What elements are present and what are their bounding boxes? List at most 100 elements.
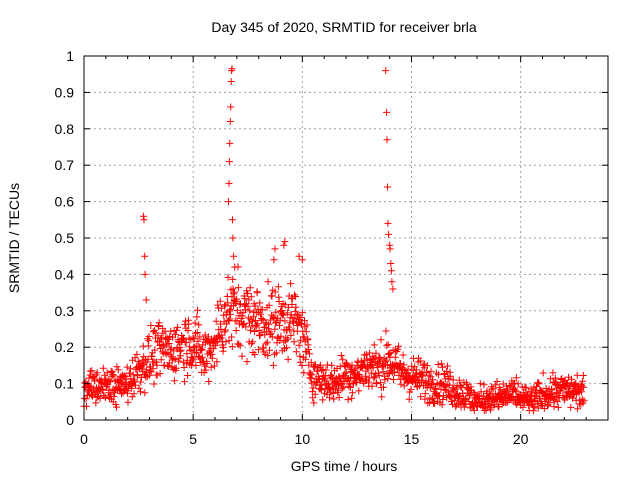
data-point [141, 270, 149, 278]
data-point [370, 341, 378, 349]
data-point [139, 361, 147, 369]
data-point [158, 348, 166, 356]
data-point [395, 342, 402, 350]
data-point [137, 378, 145, 386]
data-point [550, 403, 558, 411]
data-point [557, 384, 565, 392]
data-point [310, 399, 318, 407]
data-point [272, 319, 280, 327]
data-point [229, 216, 236, 224]
data-point [234, 284, 242, 292]
data-point [141, 389, 149, 397]
data-point [107, 367, 115, 375]
data-point [429, 376, 436, 384]
data-point [295, 341, 303, 349]
data-point [263, 338, 271, 346]
data-point [230, 252, 238, 260]
data-point [154, 338, 162, 346]
data-point [348, 394, 356, 402]
data-point [219, 344, 227, 352]
data-point [554, 403, 562, 411]
data-point [183, 350, 191, 358]
data-point [439, 396, 447, 403]
data-point [298, 320, 306, 327]
y-tick-label: 0.6 [55, 194, 75, 210]
data-point [334, 387, 342, 395]
data-point [549, 369, 557, 377]
data-point [298, 256, 306, 264]
data-point [233, 295, 241, 303]
data-point [271, 325, 279, 333]
data-point [271, 350, 278, 358]
data-point [280, 241, 288, 249]
data-point [389, 285, 397, 293]
data-point [147, 368, 155, 376]
data-point [189, 357, 197, 365]
data-point [114, 366, 122, 374]
data-point [96, 394, 104, 402]
data-point [207, 363, 215, 371]
data-point [292, 303, 300, 311]
data-point [106, 378, 114, 386]
data-point [476, 380, 484, 388]
data-point [492, 381, 500, 389]
data-point [404, 365, 412, 373]
data-point [535, 380, 543, 388]
data-point [341, 370, 349, 378]
data-point [561, 376, 569, 384]
data-point [348, 389, 356, 397]
data-point [311, 362, 319, 370]
data-point [346, 384, 354, 391]
data-point [286, 325, 293, 333]
data-point [203, 360, 211, 367]
data-point [373, 380, 381, 388]
data-point [229, 234, 237, 242]
data-point [254, 320, 262, 328]
data-point [145, 371, 153, 379]
data-point [172, 364, 180, 372]
data-point [193, 348, 201, 356]
data-point [85, 374, 93, 382]
data-point [411, 363, 419, 371]
data-point [578, 382, 586, 390]
data-point [400, 361, 408, 369]
data-point [419, 371, 427, 379]
data-point [390, 376, 397, 383]
data-point [384, 219, 392, 227]
data-point [225, 316, 233, 324]
data-point [387, 260, 395, 267]
data-point [258, 315, 266, 322]
data-point [435, 371, 442, 379]
data-point [174, 323, 182, 331]
data-point [446, 372, 454, 380]
data-point [180, 364, 188, 371]
data-point [366, 349, 374, 357]
data-point [337, 352, 345, 359]
data-point [372, 349, 380, 357]
data-point [287, 311, 295, 319]
data-point [88, 367, 96, 375]
data-point [550, 379, 558, 387]
data-point [123, 363, 131, 371]
data-point [330, 395, 338, 403]
data-point [227, 103, 235, 111]
data-point [236, 342, 244, 350]
data-point [144, 355, 152, 363]
data-point [118, 390, 125, 398]
data-point [520, 388, 528, 396]
data-point [165, 363, 173, 370]
data-point [101, 394, 109, 401]
data-point [231, 263, 239, 271]
data-point [417, 393, 425, 401]
data-point [224, 273, 232, 281]
data-point [268, 292, 276, 300]
data-point [172, 331, 179, 339]
x-tick-label: 5 [189, 431, 197, 447]
data-point [288, 301, 296, 308]
data-point [429, 394, 437, 402]
data-point [295, 252, 303, 260]
data-point [156, 370, 164, 378]
data-point [308, 371, 316, 379]
data-point [244, 289, 252, 297]
data-point [105, 386, 113, 394]
